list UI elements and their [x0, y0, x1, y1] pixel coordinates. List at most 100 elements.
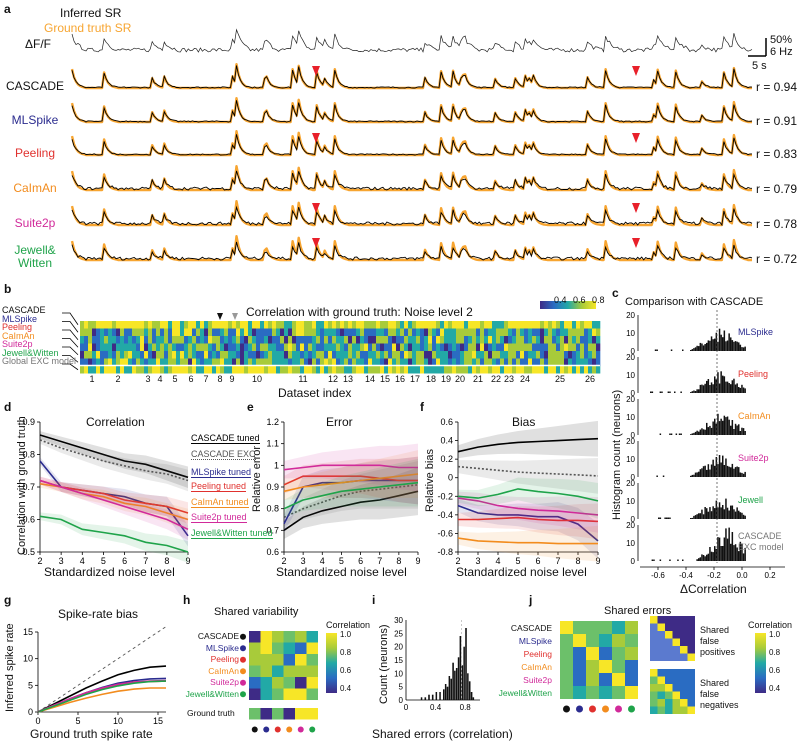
- hist-bar: [712, 459, 714, 477]
- hist-bar: [736, 341, 738, 351]
- hist-bar: [739, 541, 742, 561]
- heatmap-cell: [484, 351, 489, 359]
- heatmap-cell: [328, 358, 333, 366]
- small-matrix-cell: [665, 653, 673, 661]
- heatmap-cell: [380, 366, 385, 374]
- heatmap-cell: [100, 366, 105, 374]
- panel-h-colorbar: [326, 633, 337, 693]
- heatmap-cell: [164, 358, 169, 366]
- heatmap-cell: [92, 358, 97, 366]
- heatmap-cell: [308, 321, 313, 329]
- heatmap-cell: [88, 343, 93, 351]
- heatmap-cell: [220, 336, 225, 344]
- hist-bar: [714, 376, 716, 393]
- heatmap-cell: [224, 328, 229, 336]
- heatmap-cell: [392, 351, 397, 359]
- heatmap-cell: [168, 328, 173, 336]
- method-dot: [240, 691, 246, 698]
- series-line: [283, 475, 418, 486]
- heatmap-cell: [108, 321, 113, 329]
- hist-bar: [702, 429, 705, 435]
- heatmap-cell: [112, 358, 117, 366]
- heatmap-cell: [404, 336, 409, 344]
- shared-variability-cell: [283, 642, 295, 654]
- heatmap-cell: [444, 336, 449, 344]
- heatmap-cell: [136, 366, 141, 374]
- heatmap-cell: [212, 358, 217, 366]
- hist-bar: [715, 379, 718, 393]
- heatmap-cell: [88, 336, 93, 344]
- heatmap-cell: [304, 321, 309, 329]
- confidence-band: [284, 458, 418, 518]
- dff-trace: [71, 28, 753, 53]
- heatmap-cell: [88, 328, 93, 336]
- panel-j-row-label: MLSpike: [518, 636, 552, 646]
- hist-bar: [706, 380, 708, 393]
- series-line: [283, 473, 419, 493]
- heatmap-cell: [168, 358, 173, 366]
- heatmap-cell: [92, 336, 97, 344]
- hist-bar: [675, 433, 678, 435]
- heatmap-cell: [516, 336, 521, 344]
- method-dot: [263, 726, 270, 733]
- heatmap-cell: [276, 351, 281, 359]
- heatmap-cell: [408, 358, 413, 366]
- heatmap-cell: [596, 336, 601, 344]
- hist-bar: [674, 391, 676, 393]
- heatmap-cell: [496, 358, 501, 366]
- heatmap-cell: [532, 321, 537, 329]
- small-matrix-cell: [657, 653, 665, 661]
- heatmap-cell: [336, 343, 341, 351]
- small-matrix-cell: [687, 676, 695, 684]
- heatmap-cell: [252, 336, 257, 344]
- heatmap-cell: [208, 321, 213, 329]
- heatmap-cell: [256, 358, 261, 366]
- heatmap-cell: [456, 351, 461, 359]
- panel-h-row-label: CaImAn: [208, 665, 239, 676]
- hist-bar: [722, 505, 724, 519]
- heatmap-cell: [264, 351, 269, 359]
- series-line: [37, 679, 167, 713]
- heatmap-cell: [412, 336, 417, 344]
- heatmap-cell: [476, 343, 481, 351]
- heatmap-cell: [524, 343, 529, 351]
- histogram-bar: [459, 636, 462, 700]
- panel-f-xlabel: Standardized noise level: [456, 565, 587, 579]
- hist-bar: [738, 342, 740, 351]
- y-tick-label: 10: [23, 654, 33, 664]
- hist-bar: [715, 457, 718, 477]
- colorbar-tick-b: 0.8: [592, 295, 605, 305]
- heatmap-cell: [272, 343, 277, 351]
- panel-letter-a: a: [4, 2, 11, 16]
- row-leader-line: [62, 363, 79, 371]
- ground-truth-trace: [70, 200, 752, 227]
- heatmap-cell: [436, 343, 441, 351]
- heatmap-cell: [536, 366, 541, 374]
- heatmap-cell: [584, 366, 589, 374]
- heatmap-cell: [368, 336, 373, 344]
- hist-bar: [730, 543, 732, 561]
- heatmap-cell: [320, 343, 325, 351]
- heatmap-cell: [488, 321, 493, 329]
- hist-bar: [718, 421, 721, 435]
- series-line: [457, 497, 599, 516]
- panel-e-title: Error: [326, 415, 353, 429]
- heatmap-cell: [396, 328, 401, 336]
- shared-variability-cell: [249, 654, 261, 666]
- histogram-bar: [467, 673, 469, 700]
- heatmap-cell: [224, 343, 229, 351]
- heatmap-cell: [252, 328, 257, 336]
- heatmap-cell: [584, 328, 589, 336]
- heatmap-cell: [204, 358, 209, 366]
- hist-xtick-label: -0.6: [651, 571, 665, 580]
- method-label-4: Suite2p: [0, 217, 70, 230]
- heatmap-cell: [376, 343, 381, 351]
- heatmap-cell: [332, 336, 337, 344]
- heatmap-cell: [568, 351, 573, 359]
- hist-ytick: 10: [626, 539, 635, 548]
- heatmap-cell: [588, 336, 593, 344]
- x-tick-label: 2: [281, 556, 286, 566]
- heatmap-cell: [476, 336, 481, 344]
- heatmap-cell: [532, 358, 537, 366]
- heatmap-cell: [216, 351, 221, 359]
